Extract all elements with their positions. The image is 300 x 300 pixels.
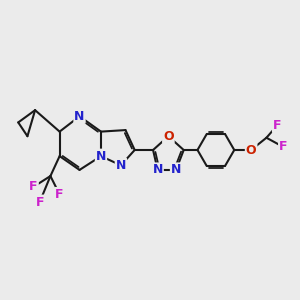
- Text: N: N: [171, 164, 181, 176]
- Text: O: O: [163, 130, 174, 143]
- Text: N: N: [96, 150, 106, 163]
- Text: F: F: [35, 196, 44, 208]
- Text: F: F: [56, 188, 64, 201]
- Text: O: O: [246, 143, 256, 157]
- Text: N: N: [152, 164, 163, 176]
- Text: N: N: [74, 110, 85, 123]
- Text: F: F: [273, 119, 281, 132]
- Text: F: F: [29, 180, 38, 193]
- Text: F: F: [279, 140, 287, 153]
- Text: N: N: [116, 159, 126, 172]
